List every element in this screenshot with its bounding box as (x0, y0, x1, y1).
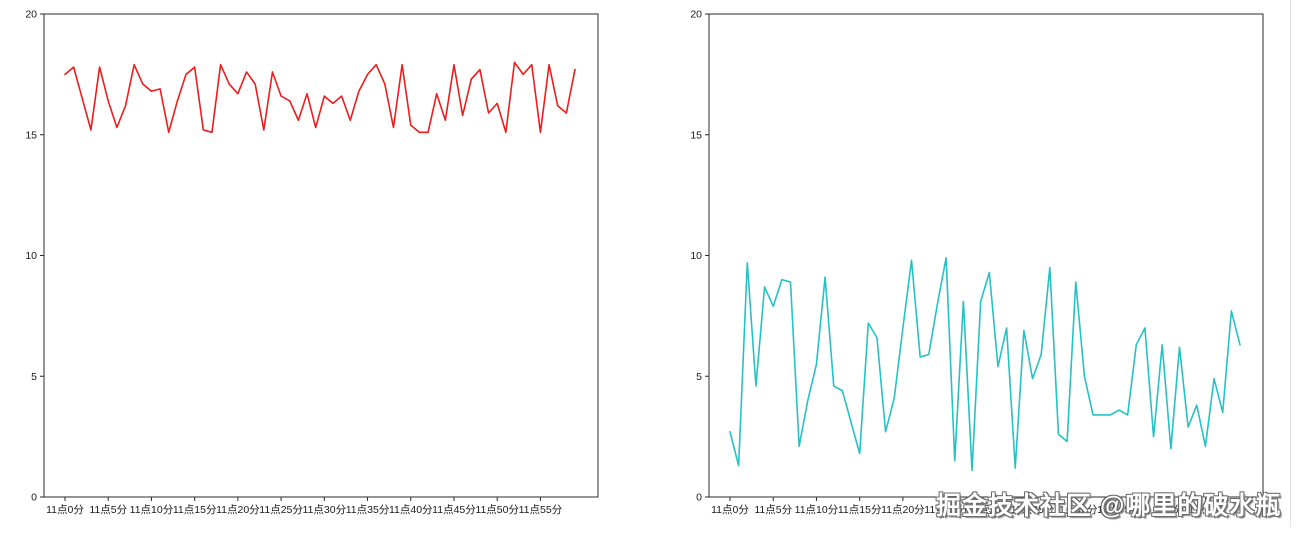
x-tick-label: 11点15分 (173, 504, 217, 516)
page-edge-divider (1290, 0, 1291, 527)
y-tick-label: 5 (696, 371, 702, 383)
y-tick-label: 20 (690, 9, 702, 21)
y-tick-label: 5 (31, 371, 37, 383)
x-tick-label: 11点5分 (89, 504, 127, 516)
x-tick-label: 11点30分 (303, 504, 347, 516)
x-tick-label: 11点30分 (968, 504, 1012, 516)
x-tick-label: 11点50分 (1140, 504, 1184, 516)
x-tick-label: 11点40分 (1054, 504, 1098, 516)
x-tick-label: 11点20分 (216, 504, 260, 516)
y-tick-label: 10 (690, 250, 702, 262)
y-tick-label: 10 (25, 250, 37, 262)
x-tick-label: 11点20分 (881, 504, 925, 516)
x-tick-label: 11点0分 (711, 504, 749, 516)
x-tick-label: 11点5分 (754, 504, 792, 516)
y-tick-label: 0 (696, 492, 702, 504)
x-tick-label: 11点15分 (838, 504, 882, 516)
line-series (64, 61, 576, 134)
x-tick-label: 11点40分 (389, 504, 433, 516)
x-tick-label: 11点10分 (130, 504, 174, 516)
left-line-chart: 0 5 10 15 20 11点0分 11点5分 11点10分 11点15分 11点20分 11点2… (25, 9, 599, 516)
right-line-chart: 0 5 10 15 20 11点0分 11点5分 11点10分 11点15分 11点20分 11点2… (690, 9, 1264, 516)
y-tick-label: 20 (25, 9, 37, 21)
x-tick-label: 11点45分 (432, 504, 476, 516)
x-tick-label: 11点55分 (1184, 504, 1228, 516)
x-tick-label: 11点50分 (475, 504, 519, 516)
x-tick-label: 11点55分 (519, 504, 563, 516)
x-tick-label: 11点25分 (924, 504, 968, 516)
x-tick-label: 11点25分 (259, 504, 303, 516)
x-tick-label: 11点10分 (795, 504, 839, 516)
x-tick-label: 11点0分 (46, 504, 84, 516)
x-tick-label: 11点45分 (1097, 504, 1141, 516)
line-series (729, 257, 1241, 472)
x-tick-label: 11点35分 (1011, 504, 1055, 516)
plot-border (43, 13, 599, 498)
y-tick-label: 0 (31, 492, 37, 504)
y-tick-label: 15 (690, 129, 702, 141)
y-tick-label: 15 (25, 129, 37, 141)
x-tick-label: 11点35分 (346, 504, 390, 516)
plot-border (708, 13, 1264, 498)
